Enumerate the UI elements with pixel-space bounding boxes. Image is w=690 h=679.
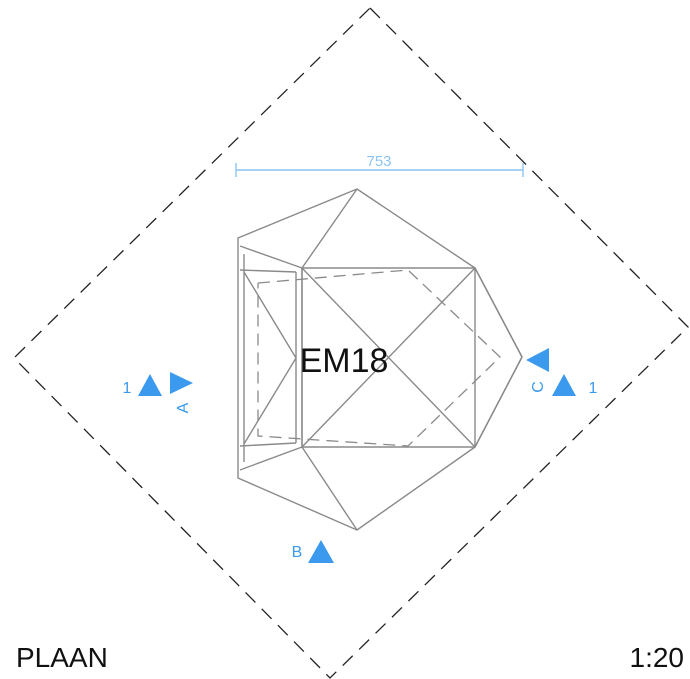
hidden-lines-dashed bbox=[257, 269, 501, 447]
drawing-scale: 1:20 bbox=[629, 642, 685, 673]
dimension-line bbox=[235, 163, 524, 177]
dimension-value: 753 bbox=[366, 153, 391, 170]
section-marker-c[interactable]: C 1 bbox=[526, 348, 598, 397]
section-marker-a-number: 1 bbox=[123, 380, 132, 397]
view-title: PLAAN bbox=[16, 642, 108, 673]
section-triangle-up-icon bbox=[308, 540, 334, 563]
polyhedron-plan bbox=[237, 188, 523, 531]
section-triangle-up-icon bbox=[138, 374, 162, 396]
section-marker-c-letter: C bbox=[530, 381, 547, 393]
site-boundary-dashed bbox=[13, 7, 689, 679]
section-marker-b-letter: B bbox=[292, 544, 303, 561]
section-direction-arrow-left-icon bbox=[526, 348, 549, 372]
section-marker-c-number: 1 bbox=[589, 380, 598, 397]
element-tag: EM18 bbox=[300, 342, 389, 380]
section-direction-arrow-right-icon bbox=[170, 372, 193, 394]
section-marker-a-letter: A bbox=[175, 402, 192, 413]
section-marker-b[interactable]: B bbox=[292, 540, 334, 563]
section-marker-a[interactable]: 1 A bbox=[123, 372, 193, 413]
section-triangle-up-icon bbox=[552, 374, 576, 396]
